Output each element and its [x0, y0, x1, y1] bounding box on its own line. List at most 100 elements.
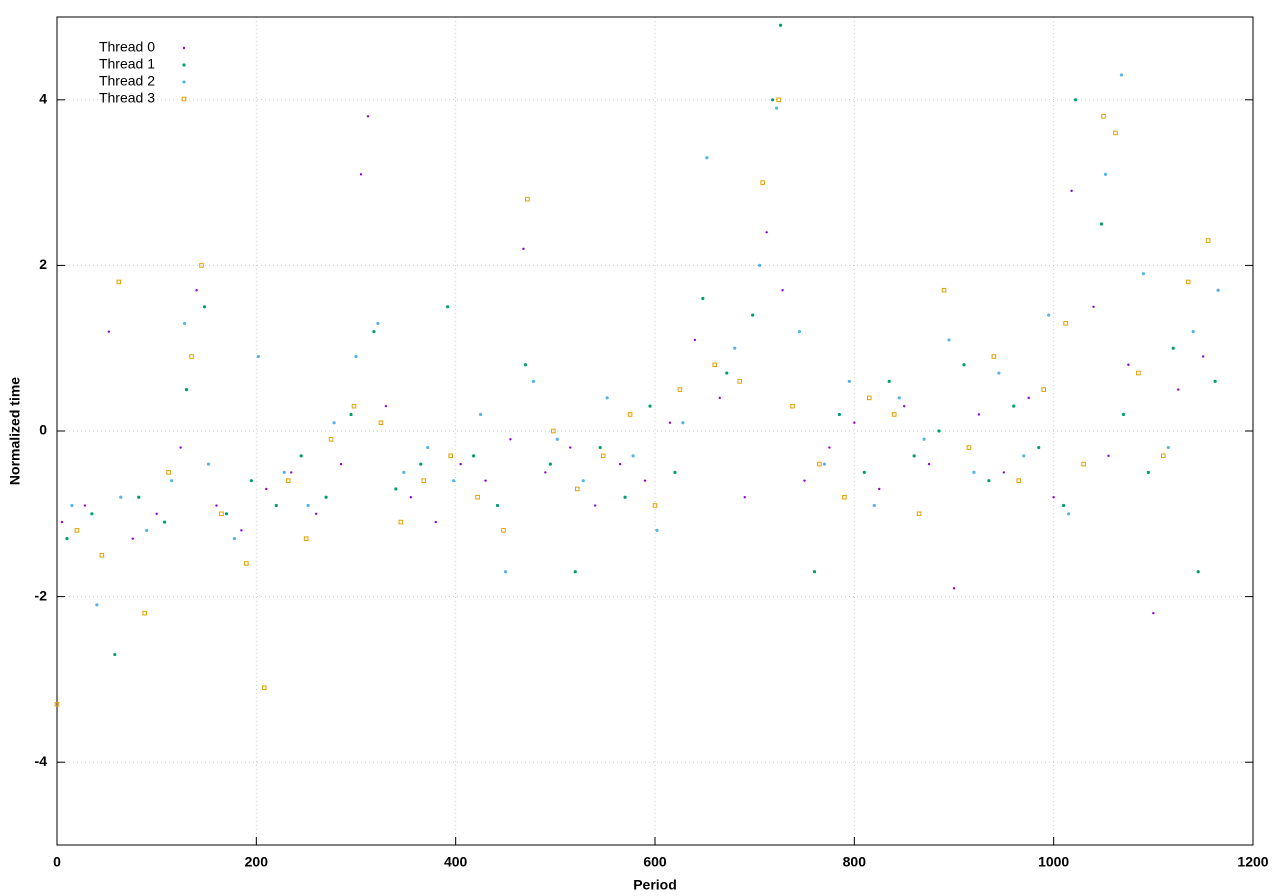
- data-point: [1136, 370, 1141, 376]
- data-point: [758, 263, 762, 267]
- data-point: [693, 338, 697, 342]
- x-tick-label: 1000: [1038, 854, 1069, 870]
- y-axis-label: Normalized time: [7, 377, 23, 485]
- data-point: [240, 529, 243, 532]
- data-point: [531, 379, 536, 383]
- data-point: [145, 528, 149, 532]
- data-point: [627, 412, 633, 417]
- data-point: [60, 520, 64, 524]
- data-point: [812, 570, 817, 574]
- data-point: [434, 520, 437, 524]
- data-point: [170, 479, 174, 483]
- data-point: [262, 685, 267, 690]
- data-point: [594, 504, 597, 507]
- data-point: [743, 496, 746, 499]
- data-point: [927, 462, 931, 466]
- data-point: [525, 196, 530, 202]
- data-point: [1213, 379, 1217, 383]
- data-point: [862, 470, 866, 474]
- data-point: [65, 537, 69, 541]
- data-point: [1177, 388, 1180, 391]
- data-point: [1016, 478, 1022, 483]
- data-point: [285, 478, 291, 483]
- data-point: [1027, 396, 1030, 400]
- legend-label: Thread 3: [99, 90, 155, 106]
- data-point: [733, 346, 737, 350]
- data-point: [648, 404, 652, 408]
- data-point: [421, 478, 427, 483]
- data-point: [581, 479, 585, 483]
- data-point: [249, 479, 253, 483]
- data-point: [376, 321, 380, 325]
- data-point: [866, 395, 872, 401]
- data-point: [1101, 114, 1106, 119]
- data-point: [303, 536, 309, 541]
- data-point: [718, 396, 721, 400]
- data-point: [916, 511, 922, 517]
- data-point: [232, 537, 237, 541]
- data-point: [274, 503, 278, 508]
- data-point: [206, 462, 211, 466]
- data-point: [1073, 98, 1078, 102]
- data-point: [182, 321, 187, 325]
- data-point: [1103, 172, 1108, 176]
- data-point: [966, 445, 972, 450]
- data-point: [952, 587, 956, 590]
- y-tick-label: -2: [35, 587, 48, 603]
- data-point: [1127, 363, 1130, 366]
- legend-label: Thread 2: [99, 73, 155, 89]
- data-point: [265, 487, 268, 491]
- data-point: [1070, 189, 1073, 193]
- data-point: [891, 412, 897, 417]
- data-point: [1081, 461, 1086, 467]
- y-tick-label: 4: [39, 91, 47, 107]
- data-point: [681, 421, 685, 425]
- data-point: [887, 379, 891, 383]
- data-point: [781, 289, 784, 292]
- data-point: [475, 494, 480, 500]
- data-point: [569, 446, 572, 449]
- x-tick-label: 1200: [1237, 854, 1268, 870]
- data-point: [618, 462, 622, 466]
- data-point: [853, 421, 856, 424]
- data-point: [163, 520, 167, 524]
- data-point: [495, 503, 500, 508]
- data-point: [354, 354, 358, 359]
- data-point: [1037, 445, 1041, 450]
- data-point: [1047, 313, 1051, 317]
- data-point: [668, 421, 672, 424]
- data-point: [1092, 305, 1095, 308]
- data-point: [1012, 404, 1016, 408]
- data-point: [324, 495, 328, 499]
- y-tick-label: 0: [39, 422, 47, 438]
- data-point: [142, 610, 148, 616]
- data-point: [1201, 355, 1205, 358]
- data-point: [771, 98, 775, 102]
- data-point: [419, 462, 423, 466]
- data-point: [384, 404, 388, 408]
- data-point: [544, 471, 547, 474]
- data-point: [1152, 611, 1155, 615]
- legend-marker: [182, 80, 186, 84]
- x-tick-label: 0: [53, 854, 61, 870]
- data-point: [215, 504, 218, 507]
- data-point: [790, 403, 795, 409]
- data-point: [116, 279, 122, 285]
- data-point: [1062, 503, 1066, 508]
- data-point: [941, 287, 947, 293]
- data-point: [179, 446, 182, 449]
- x-tick-label: 200: [245, 854, 269, 870]
- data-point: [842, 494, 847, 500]
- data-point: [1141, 272, 1145, 276]
- data-point: [623, 495, 627, 499]
- data-point: [677, 387, 683, 392]
- data-point: [1002, 471, 1006, 474]
- data-point: [573, 570, 577, 574]
- data-point: [878, 487, 881, 491]
- data-point: [113, 652, 117, 657]
- data-point: [74, 528, 80, 533]
- data-point: [778, 23, 783, 27]
- data-point: [452, 479, 456, 483]
- data-point: [107, 330, 111, 333]
- data-point: [409, 496, 413, 499]
